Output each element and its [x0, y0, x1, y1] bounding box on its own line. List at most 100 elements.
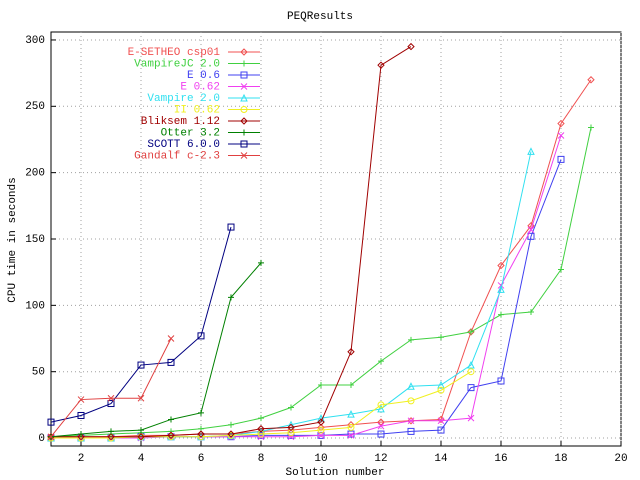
data-point	[287, 423, 295, 432]
data-point	[317, 426, 325, 434]
y-tick-label: 300	[25, 35, 45, 47]
data-point	[197, 430, 205, 438]
y-tick-label: 150	[25, 234, 45, 246]
series-line	[51, 135, 562, 439]
data-point	[347, 423, 355, 431]
x-axis-label: Solution number	[285, 467, 384, 479]
data-point	[467, 368, 475, 376]
y-axis-label: CPU time in seconds	[7, 177, 19, 302]
data-point	[437, 417, 445, 425]
data-point	[77, 411, 85, 419]
data-point	[438, 334, 444, 341]
data-point	[228, 294, 234, 301]
data-point	[227, 223, 235, 231]
data-point	[497, 285, 505, 293]
legend-label: Vampire 2.0	[147, 93, 220, 105]
data-point	[407, 417, 415, 425]
series-line	[50, 226, 232, 423]
data-point	[377, 422, 385, 430]
legend-marker	[240, 93, 248, 102]
legend-marker	[240, 83, 248, 90]
legend-marker	[241, 60, 247, 67]
data-point	[318, 381, 324, 388]
data-point	[107, 394, 115, 402]
series-line	[50, 338, 172, 438]
data-point	[317, 418, 325, 426]
data-point	[228, 421, 234, 428]
legend-marker	[241, 129, 247, 136]
data-point	[258, 259, 264, 266]
data-point	[437, 426, 445, 434]
data-point	[138, 427, 144, 434]
data-point	[498, 311, 504, 318]
data-point	[167, 335, 175, 342]
legend-marker	[240, 117, 248, 125]
data-point	[77, 396, 85, 403]
legend-label: VampireJC 2.0	[134, 58, 220, 70]
legend-marker	[240, 71, 248, 79]
data-point	[408, 336, 414, 343]
data-point	[468, 328, 474, 335]
data-point	[407, 397, 415, 405]
x-tick-label: 14	[434, 453, 448, 465]
data-point	[527, 147, 535, 155]
data-point	[347, 348, 355, 356]
legend-label: E 0.62	[180, 81, 220, 93]
legend-label: Gandalf c-2.3	[134, 150, 220, 162]
data-point	[168, 416, 174, 423]
data-point	[107, 433, 115, 441]
legend-marker	[240, 140, 248, 148]
data-point	[437, 380, 445, 389]
legend-label: Bliksem 1.12	[141, 116, 220, 128]
x-tick-label: 16	[494, 453, 507, 465]
data-point	[528, 308, 534, 315]
data-point	[497, 261, 505, 270]
series-line	[50, 127, 592, 438]
legend-label: E-SETHEO csp01	[128, 47, 221, 59]
legend-marker	[240, 152, 248, 159]
data-point	[377, 401, 385, 409]
data-point	[137, 361, 145, 369]
chart-title: PEQResults	[287, 11, 353, 23]
legend-marker	[240, 48, 248, 56]
data-point	[197, 332, 205, 340]
data-point	[47, 433, 55, 441]
data-point	[317, 432, 325, 439]
data-point	[167, 431, 175, 440]
data-point	[137, 433, 145, 441]
data-point	[78, 431, 84, 438]
data-point	[558, 266, 564, 273]
series-line	[51, 151, 532, 439]
legend-marker	[240, 106, 248, 113]
data-point	[347, 410, 355, 418]
data-point	[527, 232, 535, 240]
data-point	[377, 418, 385, 426]
data-point	[347, 432, 355, 439]
x-tick-label: 4	[138, 453, 145, 465]
data-point	[377, 61, 385, 69]
data-point	[77, 433, 85, 441]
x-tick-label: 6	[198, 453, 205, 465]
y-tick-label: 0	[38, 433, 45, 445]
data-point	[377, 430, 385, 438]
data-point	[107, 400, 115, 408]
series-line	[51, 371, 472, 439]
x-tick-label: 12	[374, 453, 387, 465]
data-point	[167, 358, 175, 366]
data-point	[557, 155, 565, 163]
data-point	[137, 394, 145, 402]
data-point	[167, 433, 175, 441]
data-point	[407, 42, 415, 51]
x-tick-label: 10	[314, 453, 327, 465]
data-point	[108, 428, 114, 435]
data-point	[467, 360, 475, 369]
data-point	[227, 431, 235, 439]
data-point	[467, 384, 475, 392]
data-point	[377, 404, 385, 413]
series-line	[50, 262, 262, 438]
data-point	[47, 433, 55, 441]
data-point	[47, 418, 55, 426]
x-tick-label: 8	[258, 453, 265, 465]
y-tick-label: 250	[25, 101, 45, 113]
data-point	[557, 132, 565, 139]
